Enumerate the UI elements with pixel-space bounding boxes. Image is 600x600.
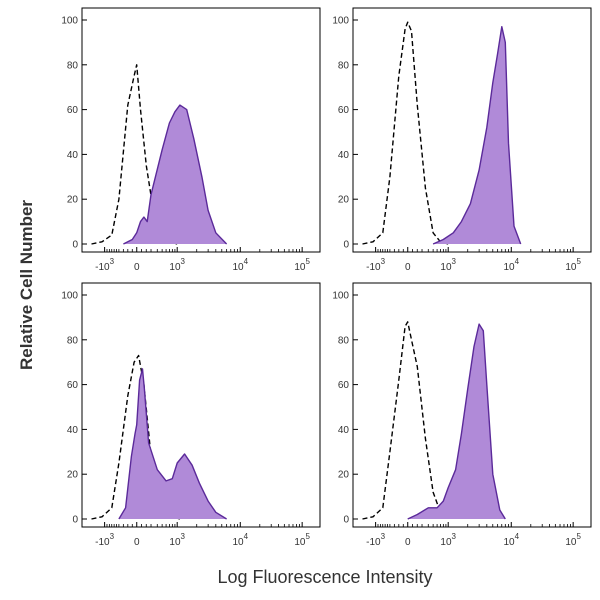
x-tick-label: 104 [503, 532, 519, 548]
x-tick-label: 104 [232, 532, 248, 548]
x-tick-label: 103 [169, 532, 185, 548]
panel-top-right: 0 20 40 60 80 100 -103 0 103 104 105 [332, 7, 592, 273]
y-axis-label: Relative Cell Number [17, 200, 36, 370]
sample-histogram-line [407, 323, 506, 520]
panel-bottom-right: 0 20 40 60 80 100 -103 0 103 104 105 [332, 282, 592, 548]
x-axis-label: Log Fluorescence Intensity [217, 567, 432, 587]
sample-histogram-fill [433, 26, 521, 245]
x-tick-label: 103 [169, 257, 185, 273]
x-tick-label: 0 [405, 262, 411, 273]
plot-frame [352, 7, 592, 253]
y-tick-label: 40 [67, 425, 79, 436]
y-tick-label: 0 [72, 515, 78, 526]
y-tick-label: 20 [338, 195, 350, 206]
x-tick-label: 105 [294, 532, 310, 548]
x-tick-label: -103 [366, 257, 385, 273]
y-tick-label: 80 [67, 335, 79, 346]
x-tick-label: 103 [440, 532, 456, 548]
x-tick-label: 0 [134, 537, 140, 548]
x-tick-label: 105 [565, 257, 581, 273]
sample-histogram-fill [118, 368, 227, 519]
y-tick-label: 60 [338, 380, 350, 391]
y-tick-label: 100 [61, 16, 78, 27]
plot-frame [81, 7, 321, 253]
plot-frame [352, 282, 592, 528]
y-tick-label: 20 [67, 195, 79, 206]
y-tick-label: 0 [72, 240, 78, 251]
y-tick-label: 40 [338, 425, 350, 436]
y-tick-label: 60 [67, 105, 79, 116]
sample-histogram-line [118, 368, 227, 520]
panel-top-left: 0 20 40 60 80 100 -103 0 103 104 105 [61, 7, 321, 273]
x-tick-label: 104 [232, 257, 248, 273]
x-tick-label: 105 [565, 532, 581, 548]
y-tick-label: 100 [61, 291, 78, 302]
x-tick-label: 104 [503, 257, 519, 273]
y-tick-label: 60 [67, 380, 79, 391]
panel-bottom-left: 0 20 40 60 80 100 -103 0 103 104 105 [61, 282, 321, 548]
control-histogram-line [362, 321, 449, 520]
x-tick-label: 105 [294, 257, 310, 273]
y-tick-label: 20 [338, 470, 350, 481]
x-tick-label: -103 [95, 257, 114, 273]
x-tick-label: -103 [366, 532, 385, 548]
x-tick-label: 103 [440, 257, 456, 273]
y-tick-label: 100 [332, 291, 349, 302]
y-tick-label: 80 [67, 60, 79, 71]
x-tick-label: 0 [134, 262, 140, 273]
y-tick-label: 40 [67, 150, 79, 161]
y-tick-label: 60 [338, 105, 350, 116]
plot-frame [81, 282, 321, 528]
sample-histogram-line [123, 104, 228, 245]
y-tick-label: 100 [332, 16, 349, 27]
sample-histogram-fill [407, 324, 506, 519]
sample-histogram-line [432, 26, 522, 245]
y-tick-label: 80 [338, 335, 350, 346]
y-tick-label: 0 [343, 515, 349, 526]
sample-histogram-fill [123, 105, 227, 244]
x-tick-label: 0 [405, 537, 411, 548]
y-tick-label: 80 [338, 60, 350, 71]
panels: 0 20 40 60 80 100 -103 0 103 104 105 0 20 40 60 80 100 -1… [61, 7, 592, 548]
y-tick-label: 0 [343, 240, 349, 251]
y-tick-label: 20 [67, 470, 79, 481]
x-tick-label: -103 [95, 532, 114, 548]
control-histogram-line [362, 21, 449, 245]
control-histogram-line [91, 64, 178, 245]
y-tick-label: 40 [338, 150, 350, 161]
